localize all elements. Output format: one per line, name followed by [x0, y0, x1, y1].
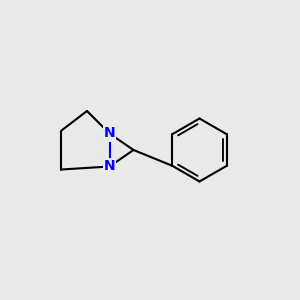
Text: N: N [104, 127, 115, 140]
Text: N: N [104, 160, 115, 173]
